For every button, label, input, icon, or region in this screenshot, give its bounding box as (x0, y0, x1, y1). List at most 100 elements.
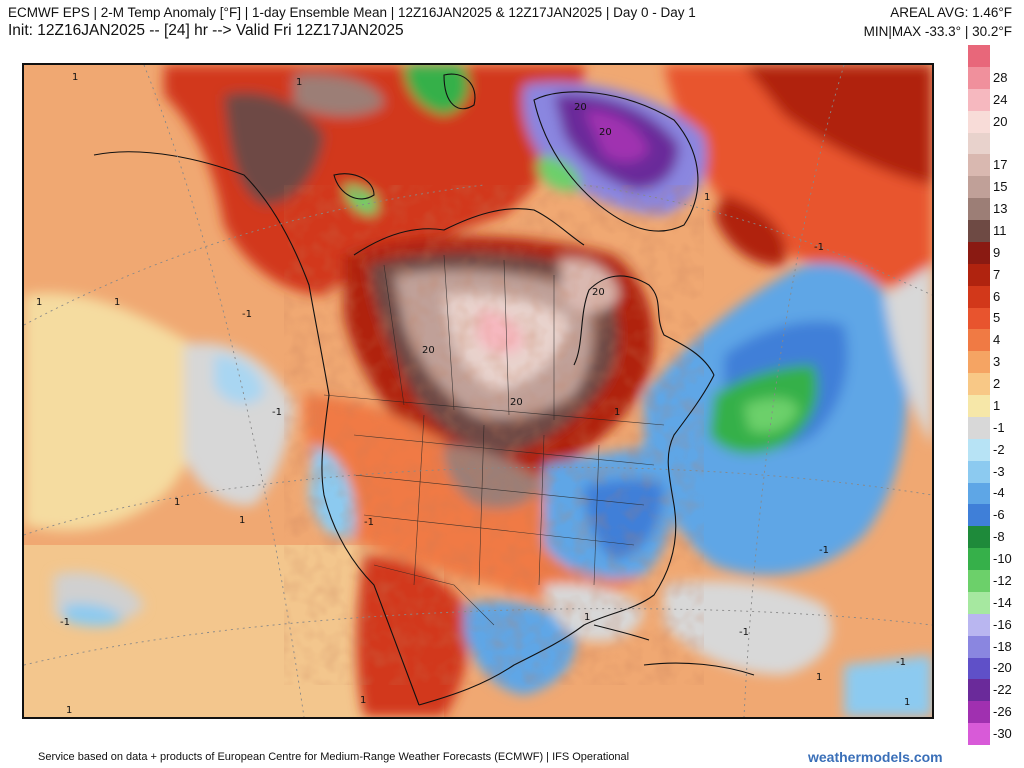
contour-label: 1 (114, 297, 120, 308)
baffin-green-patch (536, 155, 580, 192)
legend-label: -1 (993, 419, 1005, 435)
contour-label: 1 (66, 705, 72, 716)
legend-label: 24 (993, 91, 1008, 107)
pacific-cool-patch (214, 355, 264, 404)
legend-swatch (968, 635, 990, 658)
contour-label: 1 (360, 695, 366, 706)
contour-label: -1 (819, 545, 829, 556)
legend-swatch (968, 613, 990, 636)
legend-label: -16 (993, 616, 1012, 632)
areal-average: AREAL AVG: 1.46°F (890, 5, 1012, 20)
legend-swatch (968, 570, 990, 592)
legend-swatch (968, 526, 990, 549)
legend-label: 15 (993, 179, 1008, 195)
contour-label: 20 (510, 397, 523, 408)
temperature-anomaly-map[interactable]: 20 20 20 20 20 -1 -1 -1 -1 -1 -1 -1 -1 1… (22, 63, 934, 719)
legend-label: 17 (993, 157, 1008, 173)
contour-label: 1 (72, 72, 78, 83)
legend-label: 13 (993, 201, 1008, 217)
legend-label: -10 (993, 551, 1012, 567)
legend-label: -22 (993, 682, 1012, 698)
legend-label: 5 (993, 310, 1001, 326)
atlantic-green-core (744, 398, 799, 433)
atlantic-grey-region (884, 265, 932, 445)
legend-swatch (968, 723, 990, 745)
contour-label: 1 (36, 297, 42, 308)
legend-swatch (968, 220, 990, 242)
contour-label: 1 (174, 497, 180, 508)
legend-label: -30 (993, 726, 1012, 742)
alaska-brown-region (224, 92, 324, 205)
arctic-brown-patch (294, 74, 384, 117)
legend-swatch (968, 132, 990, 155)
legend-swatch (968, 416, 990, 439)
legend-swatch (968, 548, 990, 570)
legend-swatch (968, 263, 990, 286)
brand-link[interactable]: weathermodels.com (808, 749, 943, 765)
legend-label: 2 (993, 376, 1001, 392)
legend-swatch (968, 66, 990, 89)
arctic-green-patch (404, 65, 469, 115)
legend-label: 4 (993, 332, 1001, 348)
legend-label: -8 (993, 529, 1005, 545)
contour-label: 1 (584, 612, 590, 623)
legend-label: 9 (993, 244, 1001, 260)
legend-swatch (968, 460, 990, 483)
legend-swatch (968, 482, 990, 505)
graticule (24, 65, 932, 717)
legend-label: -20 (993, 660, 1012, 676)
tropical-atlantic-cool (844, 655, 932, 717)
greenland-core-cold (584, 110, 649, 162)
north-atlantic-deep-warm (744, 65, 932, 185)
legend-swatch (968, 285, 990, 308)
legend-label: 3 (993, 354, 1001, 370)
contour-label: -1 (814, 242, 824, 253)
contour-label: 1 (704, 192, 710, 203)
legend-label: -26 (993, 704, 1012, 720)
legend-label: 6 (993, 288, 1001, 304)
legend-label: -6 (993, 507, 1005, 523)
contour-label: 1 (239, 515, 245, 526)
legend-swatch (968, 88, 990, 111)
legend-swatch (968, 395, 990, 417)
legend-label: -2 (993, 441, 1005, 457)
map-title: ECMWF EPS | 2-M Temp Anomaly [°F] | 1-da… (8, 5, 696, 20)
legend-swatch (968, 504, 990, 527)
legend-swatch (968, 701, 990, 724)
contour-label: 1 (296, 77, 302, 88)
legend-label: 20 (993, 113, 1008, 129)
contour-label: -1 (364, 517, 374, 528)
legend-label: -14 (993, 594, 1012, 610)
legend-swatch (968, 110, 990, 133)
contour-label: 1 (816, 672, 822, 683)
legend-label: -12 (993, 572, 1012, 588)
legend-swatch (968, 591, 990, 614)
coastlines (93, 73, 755, 706)
contour-label: 1 (614, 407, 620, 418)
contour-label: 20 (592, 287, 605, 298)
legend-swatch (968, 198, 990, 220)
legend-label: 7 (993, 266, 1001, 282)
data-credit: Service based on data + products of Euro… (38, 751, 630, 763)
legend-label: 11 (993, 222, 1007, 238)
caribbean-grey-region (664, 581, 832, 675)
contour-label: 20 (422, 345, 435, 356)
contour-label: 20 (574, 102, 587, 113)
pacific-pale-region (24, 293, 203, 531)
legend-swatch (968, 45, 990, 67)
contour-labels: 20 20 20 20 20 -1 -1 -1 -1 -1 -1 -1 -1 1… (36, 72, 910, 716)
legend-label: -18 (993, 638, 1012, 654)
legend-swatch (968, 679, 990, 702)
min-max-readout: MIN|MAX -33.3° | 30.2°F (863, 24, 1012, 39)
contour-label: -1 (739, 627, 749, 638)
legend-swatch (968, 657, 990, 680)
contour-label: -1 (60, 617, 70, 628)
legend-swatch (968, 438, 990, 461)
legend-label: 1 (993, 397, 1001, 413)
legend-swatch (968, 307, 990, 330)
land-texture (284, 185, 704, 685)
contour-label: -1 (272, 407, 282, 418)
init-valid-line: Init: 12Z16JAN2025 -- [24] hr --> Valid … (8, 22, 404, 39)
legend-swatch (968, 329, 990, 352)
pacific-near-normal-region (184, 343, 294, 506)
